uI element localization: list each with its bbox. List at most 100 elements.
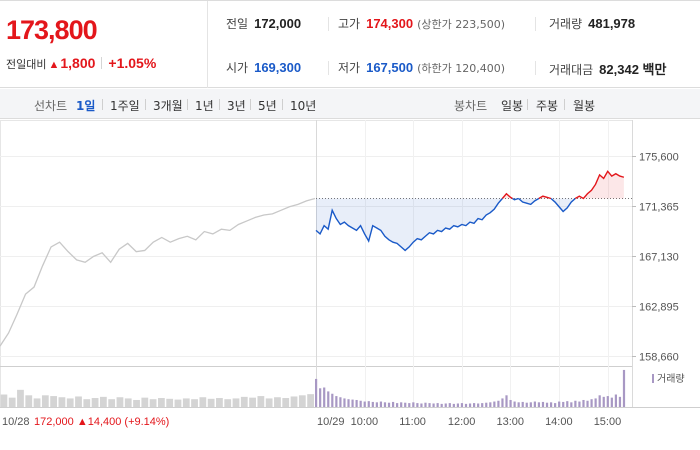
high-cell: 고가 174,300 (상한가 223,500)	[338, 15, 505, 32]
volume-bar-prev-day	[133, 399, 140, 407]
volume-bar-today	[533, 401, 536, 407]
volume-bar-prev-day	[66, 398, 74, 407]
price-summary: 173,800 전일대비 ▲1,800 +1.05% 전일 172,000 고가 174…	[0, 0, 700, 88]
volume-bar-today	[602, 396, 605, 407]
tab-1-year[interactable]: 1년	[195, 99, 214, 113]
tab-weekly-candle[interactable]: 주봉	[536, 99, 559, 113]
volume-bar-prev-day	[249, 397, 256, 407]
volume-bar-today	[448, 403, 451, 407]
x-tick-label: 13:00	[496, 416, 524, 428]
volume-bar-today	[517, 402, 520, 407]
volume-bar-prev-day	[290, 396, 298, 407]
volume-bar-today	[578, 401, 581, 407]
price-change-row: 전일대비 ▲1,800 +1.05%	[6, 55, 156, 72]
volume-bar-today	[570, 402, 573, 407]
volume-bar-prev-day	[166, 398, 174, 407]
price-line-up	[538, 195, 552, 200]
tab-5-years[interactable]: 5년	[258, 99, 277, 113]
volume-bar-today	[416, 403, 419, 407]
prev-close-label: 전일	[226, 17, 249, 31]
volume-bar-today	[408, 403, 411, 407]
prev-day-price-line	[0, 197, 316, 347]
line-chart-title: 선차트	[34, 99, 68, 113]
volume-bar-prev-day	[265, 398, 273, 407]
volume-bar-prev-day	[158, 398, 165, 407]
volume-bar-today	[460, 403, 464, 407]
divider	[535, 61, 536, 75]
trade-value-value: 82,342 백만	[599, 62, 667, 77]
volume-bar-today	[347, 399, 350, 407]
volume-bar-today	[327, 391, 330, 407]
volume-bar-today	[586, 400, 589, 407]
volume-bar-today	[618, 396, 622, 407]
volume-bar-today	[485, 402, 488, 407]
volume-bar-prev-day	[199, 397, 207, 407]
volume-bar-today	[315, 378, 318, 407]
tab-monthly-candle[interactable]: 월봉	[573, 99, 596, 113]
volume-bar-today	[420, 403, 423, 407]
volume-bar-today	[606, 396, 609, 407]
tab-3-months[interactable]: 3개월	[153, 99, 183, 113]
current-price-box: 173,800 전일대비 ▲1,800 +1.05%	[0, 1, 208, 88]
change-amount: 1,800	[60, 55, 96, 71]
tab-1-day[interactable]: 1일	[76, 99, 96, 113]
volume-bar-today	[351, 399, 354, 407]
volume-bar-today	[509, 399, 512, 407]
volume-bar-today	[489, 402, 492, 407]
volume-bar-today	[396, 403, 399, 407]
price-area-down	[550, 198, 576, 212]
volume-bar-prev-day	[108, 399, 116, 407]
volume-bar-prev-day	[41, 395, 49, 407]
volume-bar-today	[424, 402, 427, 407]
high-label: 고가	[338, 17, 361, 31]
x-tick-label: 15:00	[594, 416, 622, 428]
divider	[564, 99, 565, 110]
volume-bar-today	[436, 403, 439, 407]
current-price: 173,800	[6, 15, 98, 45]
chart-tabs: 선차트 1일 1주일 3개월 1년 3년 5년 10년 봉차트 일봉 주봉 월봉	[0, 89, 700, 119]
prev-day-date-label: 10/28	[2, 416, 30, 428]
volume-value: 481,978	[588, 16, 636, 31]
volume-bar-today	[594, 398, 597, 407]
volume-bar-prev-day	[25, 395, 33, 407]
high-value: 174,300	[366, 16, 414, 31]
price-line-up	[574, 170, 625, 200]
lower-limit-note: (하한가 120,400)	[417, 62, 506, 75]
change-rate: +1.05%	[108, 55, 157, 71]
price-chart: 175,600 171,365 167,130 162,895 158,660 거래량 10…	[0, 120, 700, 428]
prev-day-info: 172,000 ▲14,400 (+9.14%)	[34, 416, 169, 428]
volume-bar-today	[598, 395, 601, 407]
price-area-down	[316, 198, 503, 251]
price-line-down	[518, 197, 540, 206]
volume-bar-today	[521, 401, 524, 407]
volume-bar-today	[497, 400, 500, 407]
volume-bar-prev-day	[307, 394, 314, 407]
volume-bar-today	[375, 402, 378, 407]
tab-1-week[interactable]: 1주일	[110, 99, 140, 113]
tab-3-years[interactable]: 3년	[227, 99, 246, 113]
volume-bar-today	[335, 396, 338, 407]
volume-bar-today	[412, 402, 415, 407]
divider	[535, 17, 536, 31]
volume-bar-today	[323, 387, 326, 407]
change-label: 전일대비	[6, 58, 47, 71]
volume-bar-today	[493, 401, 496, 407]
volume-bar-today	[404, 402, 407, 407]
prev-close-cell: 전일 172,000	[226, 15, 301, 32]
volume-bar-today	[468, 403, 472, 407]
prev-close-value: 172,000	[254, 16, 302, 31]
volume-bar-today	[339, 397, 342, 407]
volume-bar-prev-day	[99, 396, 107, 407]
open-cell: 시가 169,300	[226, 59, 301, 76]
low-value: 167,500	[366, 60, 414, 75]
volume-bar-today	[363, 401, 366, 407]
volume-bar-prev-day	[232, 398, 240, 407]
tab-daily-candle[interactable]: 일봉	[501, 99, 524, 113]
tab-10-years[interactable]: 10년	[290, 99, 317, 113]
volume-bar-today	[379, 401, 383, 407]
price-line-up	[501, 192, 513, 200]
volume-bar-prev-day	[83, 399, 91, 407]
volume-bar-today	[558, 401, 561, 407]
volume-bar-today	[343, 398, 346, 407]
